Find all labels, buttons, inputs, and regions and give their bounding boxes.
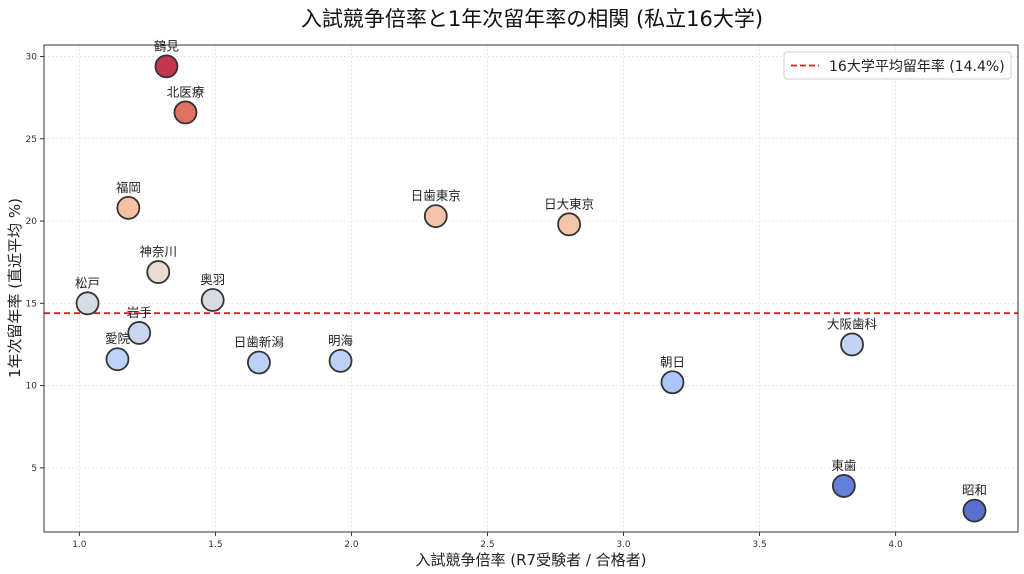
y-tick-label: 15 <box>26 299 37 309</box>
data-point <box>660 370 685 395</box>
data-point <box>75 291 100 316</box>
x-tick-label: 4.0 <box>888 540 903 550</box>
data-point <box>127 321 152 345</box>
data-point <box>247 350 271 375</box>
point-label: 日歯東京 <box>411 188 461 203</box>
data-point <box>831 474 856 498</box>
y-tick-label: 25 <box>26 135 37 145</box>
data-point <box>154 54 179 79</box>
plot-frame <box>43 44 1019 533</box>
point-label: 岩手 <box>127 305 152 320</box>
point-label: 神奈川 <box>140 244 178 259</box>
data-point <box>840 332 864 357</box>
legend: 16大学平均留年率 (14.4%) <box>783 51 1012 80</box>
data-point <box>146 260 171 284</box>
point-label: 愛院 <box>105 331 131 346</box>
data-point <box>328 348 353 373</box>
x-tick-label: 3.0 <box>616 540 631 550</box>
point-label: 朝日 <box>660 354 685 369</box>
point-label: 奥羽 <box>200 272 225 287</box>
data-point <box>105 347 130 372</box>
y-axis-label: 1年次留年率 (直近平均 %) <box>6 198 24 378</box>
x-tick-label: 1.5 <box>208 540 222 550</box>
x-tick-label: 2.0 <box>344 540 359 550</box>
data-point <box>962 498 987 523</box>
y-tick-label: 30 <box>26 53 38 63</box>
x-axis-label: 入試競争倍率 (R7受験者 / 合格者) <box>415 551 646 569</box>
point-label: 日大東京 <box>544 196 594 211</box>
point-label: 松戸 <box>75 275 100 290</box>
point-label: 鶴見 <box>154 38 180 53</box>
point-label: 北医療 <box>167 84 205 99</box>
y-tick-label: 10 <box>26 382 38 392</box>
x-tick-label: 1.0 <box>72 540 87 550</box>
data-point <box>423 204 448 229</box>
data-point <box>557 212 581 237</box>
data-point <box>116 195 141 220</box>
data-point <box>200 288 225 312</box>
point-label: 明海 <box>328 333 354 348</box>
point-label: 大阪歯科 <box>827 316 878 331</box>
y-tick-label: 5 <box>31 464 37 474</box>
y-tick-label: 20 <box>26 217 38 227</box>
point-label: 福岡 <box>116 180 141 195</box>
x-tick-label: 3.5 <box>752 540 766 550</box>
data-point <box>173 100 198 125</box>
legend-label: 16大学平均留年率 (14.4%) <box>829 58 1005 75</box>
x-tick-label: 2.5 <box>480 540 494 550</box>
point-label: 昭和 <box>962 483 987 498</box>
point-label: 日歯新潟 <box>234 335 284 350</box>
chart-title: 入試競争倍率と1年次留年率の相関 (私立16大学) <box>301 7 763 31</box>
point-label: 東歯 <box>831 458 856 473</box>
